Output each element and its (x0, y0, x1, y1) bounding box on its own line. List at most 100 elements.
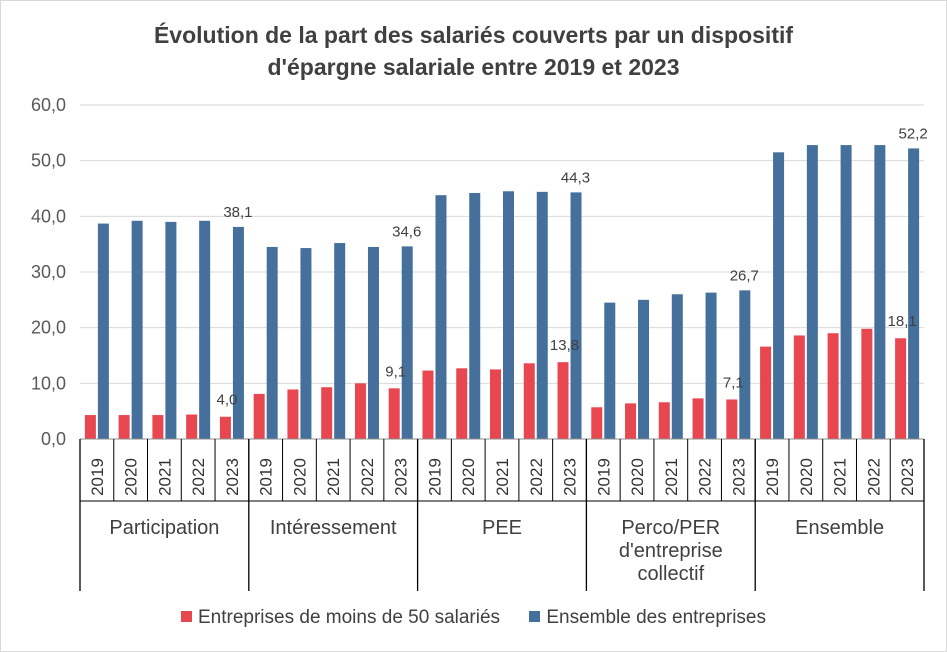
legend-label-small-firms: Entreprises de moins de 50 salariés (198, 607, 501, 628)
y-tick-label: 0,0 (41, 429, 66, 449)
bar-all-firms (705, 292, 717, 439)
group-label: Perco/PER (621, 517, 720, 539)
bar-all-firms (806, 145, 818, 439)
x-tick-year: 2022 (696, 458, 715, 496)
bar-all-firms (165, 221, 177, 439)
bar-all-firms (97, 223, 109, 439)
x-tick-year: 2019 (257, 458, 276, 496)
bar-small-firms (84, 415, 96, 439)
x-tick-year: 2023 (392, 458, 411, 496)
bar-all-firms (503, 191, 514, 439)
x-tick-year: 2023 (561, 458, 580, 496)
x-tick-year: 2019 (594, 458, 613, 496)
y-tick-label: 40,0 (31, 206, 66, 226)
y-tick-label: 50,0 (31, 151, 66, 171)
x-tick-year: 2023 (898, 458, 917, 496)
bar-all-firms (300, 248, 312, 439)
x-tick-year: 2021 (155, 458, 174, 496)
x-tick-year: 2019 (425, 458, 444, 496)
bar-small-firms (490, 369, 501, 439)
bar-small-firms (422, 370, 434, 439)
y-tick-label: 60,0 (31, 95, 66, 115)
bar-all-firms (840, 145, 852, 439)
bar-small-firms (557, 362, 569, 439)
chart-title-line-1: Évolution de la part des salariés couver… (153, 22, 794, 48)
x-tick-year: 2020 (797, 458, 816, 496)
bar-small-firms (287, 389, 299, 439)
data-label-small-firms: 4,0 (216, 392, 237, 409)
bar-small-firms (388, 388, 400, 439)
x-tick-year: 2023 (729, 458, 748, 496)
bar-all-firms (638, 299, 650, 439)
bar-small-firms (625, 403, 637, 439)
bar-all-firms (401, 246, 413, 439)
bar-all-firms (334, 243, 346, 439)
bar-small-firms (152, 415, 164, 439)
x-tick-year: 2020 (628, 458, 647, 496)
bar-all-firms (773, 152, 785, 440)
bar-all-firms (367, 246, 379, 439)
bar-small-firms (354, 383, 366, 439)
bar-all-firms (232, 226, 244, 439)
legend-swatch-small-firms (181, 611, 192, 622)
bar-small-firms (118, 415, 130, 439)
bar-all-firms (874, 145, 886, 439)
y-tick-label: 30,0 (31, 262, 66, 282)
bar-all-firms (131, 220, 143, 439)
bar-small-firms (253, 393, 265, 439)
bar-all-firms (199, 220, 211, 439)
data-label-all-firms: 26,7 (730, 267, 759, 284)
bar-all-firms (435, 195, 447, 439)
bar-all-firms (266, 246, 278, 439)
group-label: PEE (482, 517, 522, 539)
x-tick-year: 2022 (358, 458, 377, 496)
x-tick-year: 2022 (189, 458, 208, 496)
legend-item-all-firms: Ensemble des entreprises (529, 607, 766, 629)
bar-all-firms (604, 302, 616, 439)
data-label-all-firms: 44,3 (561, 169, 590, 186)
data-label-small-firms: 13,8 (550, 337, 579, 354)
bar-all-firms (908, 148, 920, 440)
group-label: Intéressement (270, 517, 397, 539)
data-label-small-firms: 18,1 (888, 313, 917, 330)
bar-small-firms (321, 387, 333, 439)
group-label: Ensemble (795, 517, 884, 539)
x-tick-year: 2021 (493, 458, 512, 496)
y-tick-label: 20,0 (31, 318, 66, 338)
bar-all-firms (469, 192, 481, 439)
bar-small-firms (827, 333, 839, 439)
legend: Entreprises de moins de 50 salariés Ense… (1, 607, 946, 629)
x-tick-year: 2019 (88, 458, 107, 496)
bar-small-firms (760, 346, 772, 439)
bar-small-firms (456, 368, 468, 439)
chart-title: Évolution de la part des salariés couver… (1, 19, 946, 83)
group-label: d'entreprise (619, 540, 723, 562)
bar-all-firms (536, 191, 548, 439)
x-tick-year: 2022 (864, 458, 883, 496)
bar-all-firms (671, 294, 683, 439)
bar-small-firms (861, 328, 873, 439)
x-tick-year: 2022 (527, 458, 546, 496)
data-label-all-firms: 34,6 (392, 223, 421, 240)
legend-item-small-firms: Entreprises de moins de 50 salariés (181, 607, 500, 629)
bar-small-firms (895, 338, 907, 439)
bar-small-firms (726, 399, 738, 439)
bar-small-firms (591, 407, 603, 439)
x-tick-year: 2023 (223, 458, 242, 496)
chart-title-line-2: d'épargne salariale entre 2019 et 2023 (267, 54, 680, 80)
bar-small-firms (219, 416, 231, 439)
x-tick-year: 2021 (324, 458, 343, 496)
chart-plot: 0,0 10,0 20,0 30,0 40,0 50,0 60,0 2019 2020 2021 2… (31, 95, 928, 591)
x-tick-year: 2020 (459, 458, 478, 496)
bar-small-firms (793, 335, 805, 439)
x-tick-year: 2021 (831, 458, 850, 496)
bar-all-firms (570, 192, 582, 439)
legend-swatch-all-firms (529, 611, 541, 622)
x-tick-year: 2020 (122, 458, 141, 496)
data-label-small-firms: 9,1 (385, 363, 406, 380)
bar-small-firms (658, 402, 670, 439)
bar-small-firms (523, 363, 535, 439)
bar-all-firms (739, 290, 751, 439)
group-label: collectif (637, 563, 704, 585)
